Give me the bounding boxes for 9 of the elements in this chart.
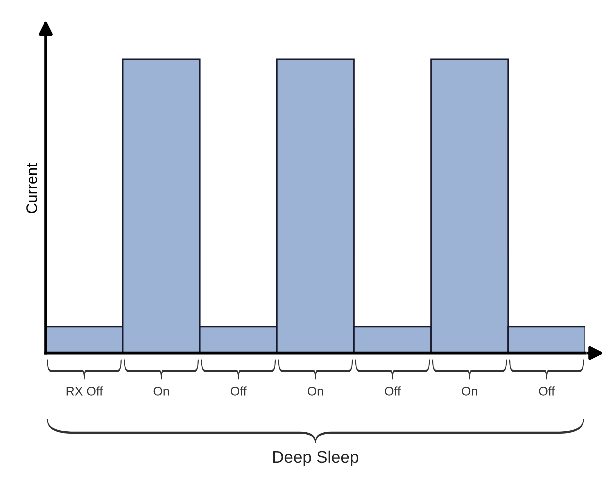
x-tick-label: Off (385, 386, 402, 396)
x-tick-label: On (462, 386, 478, 396)
text: Deep Sleep (274, 450, 359, 466)
x-tick-label: On (308, 386, 324, 396)
x-tick-label: Off (231, 386, 247, 396)
y-axis-title: Current (26, 163, 38, 214)
x-tick-label: On (154, 386, 170, 396)
x-tick-label: Off (539, 386, 556, 396)
x-tick-label: RX Off (66, 386, 104, 396)
